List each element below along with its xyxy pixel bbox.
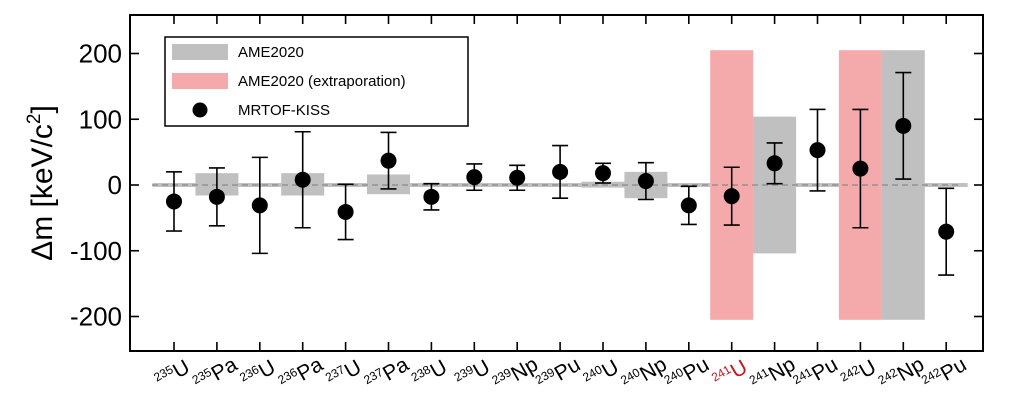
data-point [552, 163, 569, 180]
point-240-U [595, 162, 611, 184]
point-235-U [166, 171, 182, 232]
point-240-Np [637, 161, 654, 201]
y-tick-label: 0 [108, 170, 122, 200]
x-tick-label-237-U: 237U [323, 355, 365, 393]
data-point [208, 188, 225, 205]
point-241-Pu [809, 108, 826, 192]
band-240-Pu [667, 183, 711, 187]
legend-swatch-band-pink [172, 73, 228, 89]
element-symbol: Pa [207, 353, 241, 386]
point-242-U [852, 108, 869, 229]
data-point [680, 197, 697, 214]
y-tick-label: -200 [70, 302, 122, 332]
point-239-Pu [552, 144, 569, 199]
y-tick-label: -100 [70, 236, 122, 266]
x-tick-label-235-U: 235U [151, 355, 193, 393]
element-symbol: Pu [551, 353, 585, 386]
legend-label: AME2020 [238, 44, 304, 61]
data-point [938, 223, 955, 240]
data-point [809, 142, 826, 159]
point-240-Pu [680, 185, 697, 226]
data-point [723, 188, 740, 205]
x-tick-label-241-U: 241U [709, 355, 751, 393]
x-tick-label-239-Pu: 239Pu [533, 352, 585, 396]
element-symbol: U [341, 356, 366, 384]
element-symbol: U [727, 356, 752, 384]
y-axis: -200 -100 0 100 200 [70, 39, 983, 332]
point-242-Pu [938, 187, 955, 276]
x-tick-label-235-Pa: 235Pa [190, 352, 242, 396]
x-tick-label-242-U: 242U [838, 355, 880, 393]
point-237-Pa [380, 131, 397, 190]
element-symbol: Pu [937, 353, 971, 386]
element-symbol: U [856, 356, 881, 384]
y-tick-label: 200 [79, 39, 122, 69]
y-tick-label: 100 [79, 104, 122, 134]
x-tick-label-240-U: 240U [580, 355, 622, 393]
point-238-U [423, 182, 440, 211]
legend: AME2020 AME2020 (extraporation) MRTOF-KISS [164, 36, 469, 127]
data-point [294, 171, 311, 188]
data-point [852, 160, 869, 177]
point-242-Np [895, 71, 912, 180]
x-tick-label-241-Pu: 241Pu [790, 352, 842, 396]
data-point [423, 188, 440, 205]
y-label-close: ] [26, 105, 59, 113]
data-point [895, 117, 912, 134]
point-235-Pa [208, 167, 225, 227]
point-241-U [723, 166, 740, 226]
legend-swatch-band-gray [172, 44, 228, 60]
legend-swatch-point [192, 102, 208, 118]
legend-label: MRTOF-KISS [238, 102, 330, 119]
mrtof-points [166, 71, 955, 276]
element-symbol: Pa [379, 353, 413, 386]
point-236-U [251, 156, 268, 255]
x-tick-label-236-Pa: 236Pa [275, 352, 327, 396]
point-237-U [337, 183, 354, 241]
data-point [337, 203, 354, 220]
element-symbol: U [427, 356, 452, 384]
y-label-main: Δm [keV/c [26, 124, 59, 261]
element-symbol: Pa [293, 353, 327, 386]
y-label-superscript: 2 [24, 114, 45, 125]
plot-frame [129, 14, 984, 352]
data-point [166, 193, 182, 210]
data-point [466, 169, 483, 186]
element-symbol: Pu [808, 353, 842, 386]
x-tick-label-239-U: 239U [452, 355, 494, 393]
data-point [509, 169, 526, 186]
x-tick-label-242-Pu: 242Pu [919, 352, 971, 396]
x-tick-label-236-U: 236U [237, 355, 279, 393]
element-symbol: U [169, 356, 194, 384]
element-symbol: U [598, 356, 623, 384]
x-tick-label-240-Pu: 240Pu [662, 352, 714, 396]
point-239-Np [509, 164, 526, 192]
legend-label: AME2020 (extraporation) [238, 73, 406, 90]
data-point [637, 173, 654, 190]
element-symbol: U [469, 356, 494, 384]
point-236-Pa [294, 130, 311, 229]
x-tick-label-238-U: 238U [409, 355, 451, 393]
element-symbol: Pu [679, 353, 713, 386]
data-point [251, 197, 268, 214]
data-point [766, 155, 783, 172]
data-point [595, 165, 611, 182]
point-241-Np [766, 142, 783, 185]
element-symbol: U [255, 356, 280, 384]
y-axis-label: Δm [keV/c2] [24, 105, 59, 261]
data-point [380, 152, 397, 169]
x-tick-label-237-Pa: 237Pa [361, 352, 413, 396]
point-239-U [466, 163, 483, 192]
